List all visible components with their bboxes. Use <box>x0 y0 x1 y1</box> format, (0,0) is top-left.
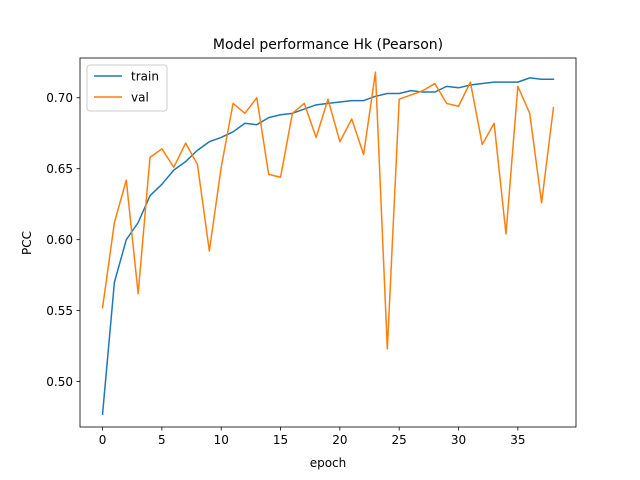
y-tick-label: 0.60 <box>46 233 73 247</box>
y-tick-label: 0.65 <box>46 162 73 176</box>
x-tick-label: 10 <box>214 433 229 447</box>
x-axis-title: epoch <box>310 456 347 470</box>
y-axis-title: PCC <box>20 231 34 255</box>
x-tick-label: 5 <box>158 433 166 447</box>
y-tick-label: 0.50 <box>46 375 73 389</box>
y-tick-label: 0.70 <box>46 91 73 105</box>
series-line-train <box>101 77 555 416</box>
axes-frame <box>79 57 577 428</box>
y-tick-label: 0.55 <box>46 304 73 318</box>
chart-title: Model performance Hk (Pearson) <box>213 37 443 53</box>
legend-label-train: train <box>131 70 159 84</box>
x-tick-label: 20 <box>332 433 347 447</box>
x-tick-label: 0 <box>99 433 107 447</box>
x-tick-label: 30 <box>451 433 466 447</box>
x-tick-label: 25 <box>392 433 407 447</box>
series-line-val <box>101 71 555 350</box>
legend: train val <box>86 64 168 112</box>
x-tick-label: 35 <box>510 433 525 447</box>
x-tick-label: 15 <box>273 433 288 447</box>
plot-area: 0 5 10 15 20 25 30 35 0.50 0.55 0.60 0.65 0.70 <box>46 57 577 447</box>
legend-label-val: val <box>131 91 149 105</box>
